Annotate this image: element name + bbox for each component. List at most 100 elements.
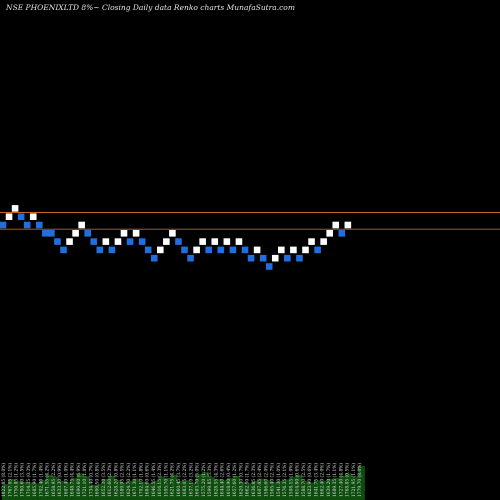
renko-brick-down (181, 246, 188, 254)
volume-label: 1714.35 (0.3%) (27, 463, 32, 497)
volume-bar (95, 484, 103, 500)
volume-bar (58, 481, 66, 500)
renko-brick-up (211, 238, 219, 245)
volume-bar (139, 481, 147, 500)
volume-label: 1565.40 (2.7%) (271, 463, 276, 497)
volume-label: 1576.35 (2.1%) (283, 463, 288, 497)
renko-brick-up (320, 238, 327, 245)
renko-brick-down (54, 238, 61, 245)
volume-bar (151, 481, 159, 500)
renko-brick-up (332, 221, 340, 229)
renko-brick-down (217, 246, 225, 254)
volume-bar (45, 474, 53, 500)
volume-label: 1662.40 (2.0%) (321, 463, 326, 497)
volume-bar (8, 479, 16, 500)
volume-bar (70, 477, 78, 500)
volume-label: 1721.95 (1.1%) (352, 463, 357, 497)
volume-bar (101, 479, 109, 500)
volume-label: 1779.70 (8.0%) (358, 463, 363, 497)
renko-brick-down (338, 230, 346, 237)
renko-brick-up (223, 238, 231, 245)
renko-brick-down (187, 254, 194, 262)
volume-bar (264, 480, 272, 500)
volume-bar (26, 482, 34, 500)
renko-brick-up (120, 230, 128, 237)
renko-brick-down (259, 254, 267, 262)
volume-label: 1595.70 (1.1%) (164, 463, 169, 497)
renko-brick-up (78, 221, 85, 229)
volume-bar (333, 477, 340, 500)
renko-brick-down (265, 263, 273, 270)
volume-label: 1589.95 (2.5%) (121, 463, 126, 497)
volume-label: 1612.60 (2.3%) (108, 463, 113, 497)
renko-brick-up (66, 238, 73, 245)
volume-label: 1690.50 (0.8%) (96, 463, 101, 497)
volume-bar (108, 475, 116, 500)
volume-label: 1636.85 (2.3%) (252, 463, 257, 497)
volume-label: 1607.40 (1.0%) (64, 463, 69, 497)
volume-bar (158, 476, 165, 500)
volume-labels: 1822.85 (8.0%) 1767.05 (2.1%) 1750.85 (1.2… (2, 463, 363, 497)
volume-bar (208, 477, 215, 500)
volume-bar (39, 480, 47, 500)
volume-bar (301, 481, 309, 500)
volume-label: 1657.60 (1.2%) (233, 463, 238, 497)
chart-title: NSE PHOENIXLTD 8%~ Closing Daily data Re… (5, 3, 295, 12)
volume-bar (276, 481, 284, 500)
renko-brick-down (90, 238, 98, 245)
volume-bar (214, 479, 222, 500)
volume-label: 1607.05 (2.4%) (258, 463, 263, 497)
volume-label: 1780.60 (3.5%) (21, 463, 26, 497)
volume-label: 1641.75 (3.4%) (314, 463, 319, 497)
volume-bar (133, 478, 141, 500)
renko-brick-up (5, 213, 13, 220)
volume-label: 1734.40 (0.7%) (89, 463, 94, 497)
volume-label: 1637.10 (3.2%) (189, 463, 194, 497)
renko-brick-down (36, 221, 43, 229)
volume-bars (2, 465, 365, 500)
renko-brick-down (0, 221, 7, 229)
renko-brick-down (205, 246, 212, 254)
renko-brick-down (108, 246, 116, 254)
volume-label: 1648.75 (4.4%) (71, 463, 76, 497)
volume-bar (126, 481, 134, 500)
renko-brick-down (241, 246, 249, 254)
volume-label: 1660.45 (3.7%) (177, 463, 182, 497)
volume-bar (114, 480, 122, 500)
volume-bar (339, 475, 347, 500)
volume-label: 1702.40 (1.4%) (39, 463, 44, 497)
renko-bricks (0, 205, 352, 270)
volume-label: 1721.10 (1.8%) (83, 463, 88, 497)
renko-brick-down (96, 246, 104, 254)
renko-brick-up (278, 246, 285, 254)
volume-bar (326, 478, 334, 500)
renko-brick-down (17, 213, 25, 220)
level-lines (0, 212, 500, 230)
renko-brick-up (199, 238, 206, 245)
volume-label: 1633.30 (0.9%) (58, 463, 63, 497)
volume-label: 1702.10 (1.8%) (139, 463, 144, 497)
volume-label: 1683.05 (2.2%) (183, 463, 188, 497)
volume-label: 1623.90 (0.6%) (308, 463, 313, 497)
volume-label: 1822.85 (8.0%) (2, 463, 7, 497)
renko-brick-up (193, 246, 200, 254)
renko-brick-down (175, 238, 182, 245)
volume-label: 1620.30 (0.7%) (239, 463, 244, 497)
volume-label: 1598.15 (1.9%) (289, 463, 294, 497)
renko-brick-up (163, 238, 170, 245)
volume-label: 1588.70 (2.5%) (302, 463, 307, 497)
volume-label: 1727.40 (4.8%) (339, 463, 344, 497)
renko-brick-down (296, 254, 303, 262)
volume-label: 1652.30 (3.5%) (102, 463, 107, 497)
renko-brick-up (302, 246, 309, 254)
volume-bar (270, 481, 278, 500)
volume-bar (314, 480, 322, 500)
renko-brick-down (150, 254, 158, 262)
volume-bar (358, 465, 365, 500)
volume-label: 1768.85 (0.5%) (346, 463, 351, 497)
volume-bar (320, 481, 328, 500)
renko-brick-down (229, 246, 237, 254)
volume-label: 1644.40 (2.6%) (221, 463, 226, 497)
volume-bar (295, 474, 303, 500)
